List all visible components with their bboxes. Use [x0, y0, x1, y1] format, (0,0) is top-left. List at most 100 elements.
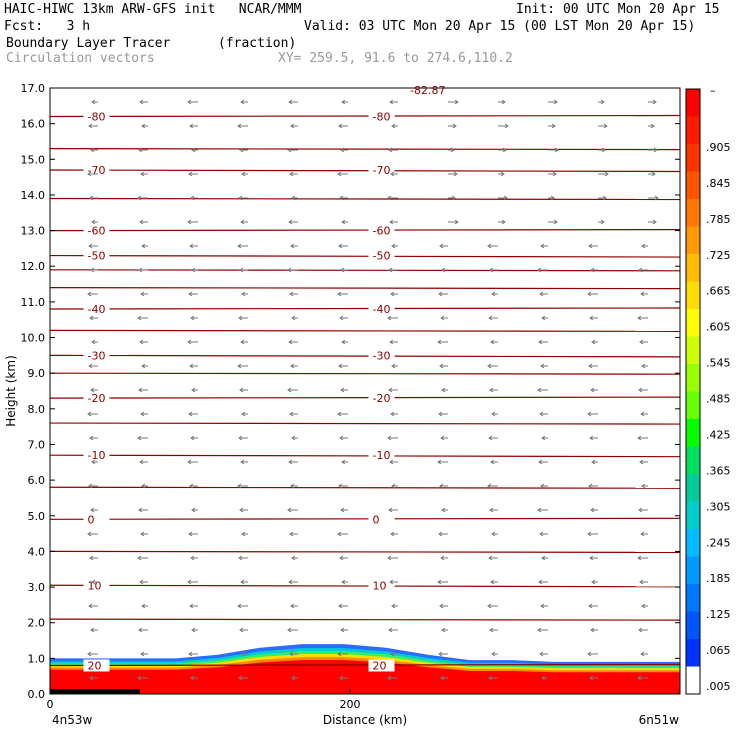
vector-arrow-head: [440, 555, 445, 561]
colorbar-label: .545: [706, 357, 731, 370]
vector-arrow-head: [338, 243, 343, 249]
vector-arrow-head: [88, 123, 93, 129]
colorbar-label: .005: [706, 680, 731, 693]
vector-arrow-head: [191, 267, 196, 273]
y-tick-label: 3.0: [28, 581, 46, 594]
colorbar-label: .665: [706, 285, 731, 298]
isotherm-label-bg: [368, 349, 395, 362]
vector-arrow-head: [652, 219, 657, 225]
vector-arrow-head: [387, 555, 392, 561]
vector-arrow-head: [187, 459, 192, 465]
y-axis-title: Height (km): [4, 355, 18, 426]
vector-arrow-head: [239, 387, 244, 393]
vector-arrow-head: [189, 363, 194, 369]
colorbar-label: .125: [706, 608, 731, 621]
colorbar-swatch: [686, 556, 700, 585]
vector-arrow-head: [139, 459, 144, 465]
vector-arrow-head: [439, 243, 444, 249]
vector-arrow-head: [437, 339, 442, 345]
isotherm-line: [49, 422, 681, 425]
vector-arrow-head: [287, 387, 292, 393]
y-tick-label: 9.0: [28, 367, 46, 380]
vector-arrow-head: [540, 603, 545, 609]
isotherm-label-bg: [368, 110, 395, 123]
vector-arrow-head: [591, 339, 596, 345]
vector-arrow-head: [341, 99, 346, 105]
vector-arrow-head: [552, 171, 557, 177]
colorbar-label: .245: [706, 536, 731, 549]
isotherm-label: 20: [373, 659, 387, 672]
vector-arrow-head: [540, 243, 545, 249]
vector-arrow-head: [438, 531, 443, 537]
vector-arrow-head: [640, 411, 645, 417]
vector-arrow-head: [240, 219, 245, 225]
vector-arrow-head: [588, 483, 593, 489]
vector-arrow-head: [291, 195, 296, 201]
vector-arrow-head: [89, 195, 94, 201]
colorbar-swatch: [686, 336, 700, 365]
isotherm-line: [49, 269, 681, 272]
colorbar-swatch: [686, 116, 700, 145]
vector-arrow-head: [587, 291, 592, 297]
vector-arrow-head: [539, 651, 544, 657]
vector-arrow-head: [441, 507, 446, 513]
vector-arrow-head: [190, 195, 195, 201]
vector-arrow-head: [589, 315, 594, 321]
vector-arrow-head: [240, 339, 245, 345]
vector-arrow-head: [538, 579, 543, 585]
vector-arrow-head: [291, 435, 296, 441]
y-tick-label: 6.0: [28, 474, 46, 487]
vector-arrow-head: [341, 459, 346, 465]
vector-arrow-head: [339, 555, 344, 561]
vector-arrow-head: [137, 555, 142, 561]
vector-arrow-head: [390, 531, 395, 537]
isotherm-label: -50: [88, 250, 106, 263]
colorbar-swatch: [686, 89, 700, 117]
colorbar-label: .785: [706, 213, 731, 226]
vector-arrow-head: [441, 387, 446, 393]
colorbar-label: .485: [706, 393, 731, 406]
vector-field-name: Circulation vectors: [6, 51, 155, 66]
vector-arrow-head: [239, 147, 244, 153]
isotherm-label-bg: [83, 449, 110, 462]
vector-arrow-head: [539, 411, 544, 417]
isotherm-line: [49, 307, 681, 310]
vector-arrow-head: [638, 507, 643, 513]
y-tick-label: 12.0: [21, 260, 46, 273]
vector-arrow-head: [391, 603, 396, 609]
vector-arrow-head: [89, 675, 94, 681]
vector-arrow-head: [138, 147, 143, 153]
y-tick-label: 1.0: [28, 652, 46, 665]
vector-arrow-head: [141, 483, 146, 489]
x-right-endpoint: 6n51w: [639, 713, 680, 727]
y-tick-label: 2.0: [28, 617, 46, 630]
vector-arrow-head: [488, 435, 493, 441]
y-tick-label: 5.0: [28, 510, 46, 523]
colorbar-swatch: [686, 419, 700, 447]
vector-arrow-head: [189, 123, 194, 129]
vector-arrow-head: [341, 219, 346, 225]
vector-arrow-head: [188, 171, 193, 177]
vector-arrow-head: [588, 243, 593, 249]
vector-arrow-head: [640, 651, 645, 657]
isotherm-line: [49, 169, 681, 173]
vector-arrow-head: [91, 579, 96, 585]
vector-arrow-head: [238, 195, 243, 201]
vector-arrow-head: [87, 411, 92, 417]
isotherm-line: [49, 396, 681, 399]
vector-arrow-head: [491, 291, 496, 297]
vector-arrow-head: [489, 627, 494, 633]
vector-arrow-head: [140, 291, 145, 297]
colorbar-swatch: [686, 501, 700, 530]
circulation-vectors: [87, 99, 659, 681]
vector-arrow-head: [289, 411, 294, 417]
vector-arrow-head: [489, 267, 494, 273]
isotherm-line: [49, 354, 681, 358]
vector-arrow-head: [487, 243, 492, 249]
vector-arrow-head: [388, 267, 393, 273]
colorbar-swatch: [686, 666, 700, 695]
vector-arrow-head: [338, 603, 343, 609]
vector-arrow-head: [141, 123, 146, 129]
vector-arrow-head: [641, 483, 646, 489]
vector-arrow-head: [652, 99, 657, 105]
